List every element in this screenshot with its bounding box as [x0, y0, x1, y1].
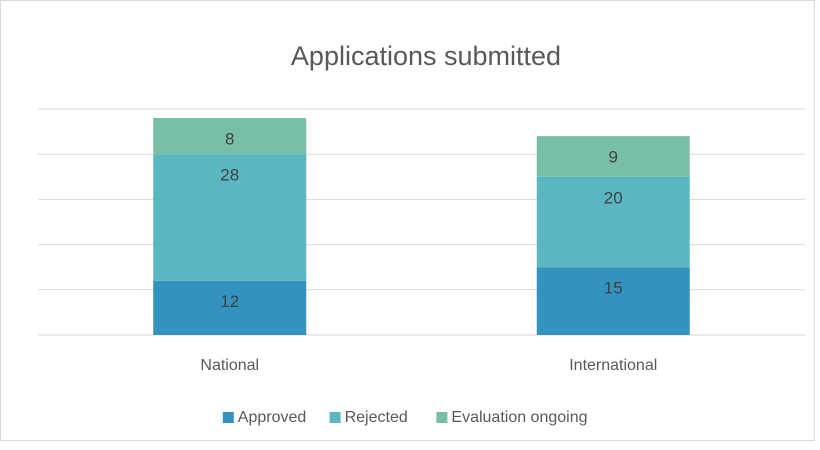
data-label: 12 — [220, 292, 239, 311]
legend-label: Evaluation ongoing — [451, 409, 587, 426]
legend-label: Approved — [238, 409, 306, 426]
x-tick-label: International — [569, 357, 657, 374]
data-label: 15 — [604, 279, 623, 298]
chart-title: Applications submitted — [291, 41, 561, 71]
bar-segment — [153, 280, 307, 335]
data-label: 8 — [225, 130, 234, 149]
legend-swatch — [222, 412, 234, 423]
bar-segment — [536, 176, 690, 268]
data-label: 9 — [609, 148, 618, 167]
data-label: 20 — [604, 188, 623, 207]
bar-segment — [536, 267, 690, 335]
legend-swatch — [329, 412, 341, 423]
x-tick-label: National — [200, 357, 259, 374]
bar-segment — [536, 136, 690, 177]
bar-segment — [153, 154, 307, 281]
legend-swatch — [436, 412, 448, 423]
legend-label: Rejected — [345, 409, 408, 426]
bar-segment — [153, 118, 307, 155]
data-label: 28 — [220, 166, 239, 185]
